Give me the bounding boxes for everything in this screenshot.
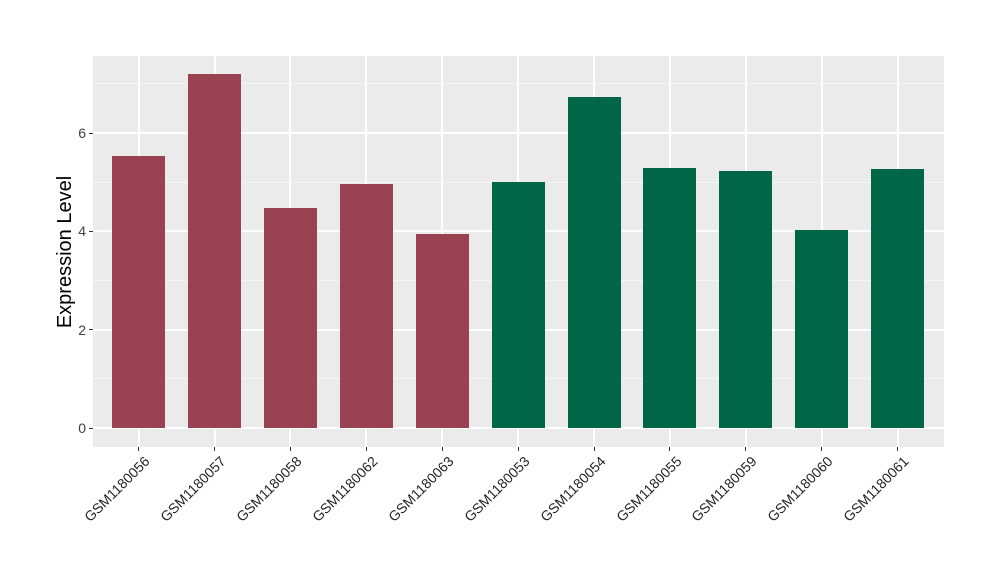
- x-tick-label-GSM1180062: GSM1180062: [308, 453, 381, 525]
- y-tick-0: [89, 427, 93, 429]
- x-tick-label-GSM1180058: GSM1180058: [233, 453, 305, 525]
- x-tick-label-GSM1180059: GSM1180059: [688, 453, 761, 525]
- bar-GSM1180053: [491, 181, 545, 428]
- bar-GSM1180060: [795, 229, 849, 428]
- x-tick-GSM1180063: [441, 447, 443, 451]
- x-tick-label-GSM1180055: GSM1180055: [612, 453, 685, 525]
- x-tick-GSM1180057: [214, 447, 215, 451]
- bar-GSM1180056: [112, 156, 166, 428]
- x-tick-label-GSM1180056: GSM1180056: [81, 453, 153, 525]
- bar-GSM1180059: [719, 171, 773, 428]
- x-tick-GSM1180058: [289, 447, 291, 451]
- bar-GSM1180055: [643, 167, 697, 428]
- x-tick-GSM1180060: [821, 447, 823, 451]
- x-tick-GSM1180056: [138, 447, 140, 451]
- y-tick-label-0: 0: [78, 420, 86, 436]
- plot-panel: [93, 56, 944, 447]
- y-tick-2: [89, 329, 93, 331]
- x-tick-GSM1180062: [365, 447, 367, 451]
- x-tick-GSM1180061: [897, 447, 899, 451]
- x-tick-label-GSM1180054: GSM1180054: [536, 453, 609, 525]
- y-tick-label-4: 4: [78, 223, 86, 240]
- y-tick-4: [89, 230, 93, 232]
- bar-GSM1180063: [415, 234, 469, 428]
- x-tick-label-GSM1180060: GSM1180060: [764, 453, 837, 525]
- y-tick-label-2: 2: [78, 321, 86, 338]
- y-tick-6: [89, 132, 93, 134]
- bar-GSM1180057: [188, 74, 241, 428]
- x-tick-label-GSM1180063: GSM1180063: [384, 453, 457, 525]
- y-axis-title: Expression Level: [54, 175, 76, 329]
- bar-GSM1180062: [339, 184, 393, 428]
- y-tick-label-6: 6: [78, 125, 86, 141]
- x-tick-GSM1180054: [593, 447, 595, 451]
- x-tick-label-GSM1180057: GSM1180057: [157, 453, 229, 525]
- x-tick-GSM1180053: [517, 447, 519, 451]
- bar-GSM1180058: [263, 208, 317, 428]
- x-tick-label-GSM1180061: GSM1180061: [840, 453, 912, 525]
- x-tick-GSM1180059: [745, 447, 747, 451]
- bar-GSM1180054: [567, 97, 621, 428]
- x-tick-GSM1180055: [669, 447, 671, 451]
- bar-GSM1180061: [871, 168, 925, 428]
- x-tick-label-GSM1180053: GSM1180053: [460, 453, 533, 525]
